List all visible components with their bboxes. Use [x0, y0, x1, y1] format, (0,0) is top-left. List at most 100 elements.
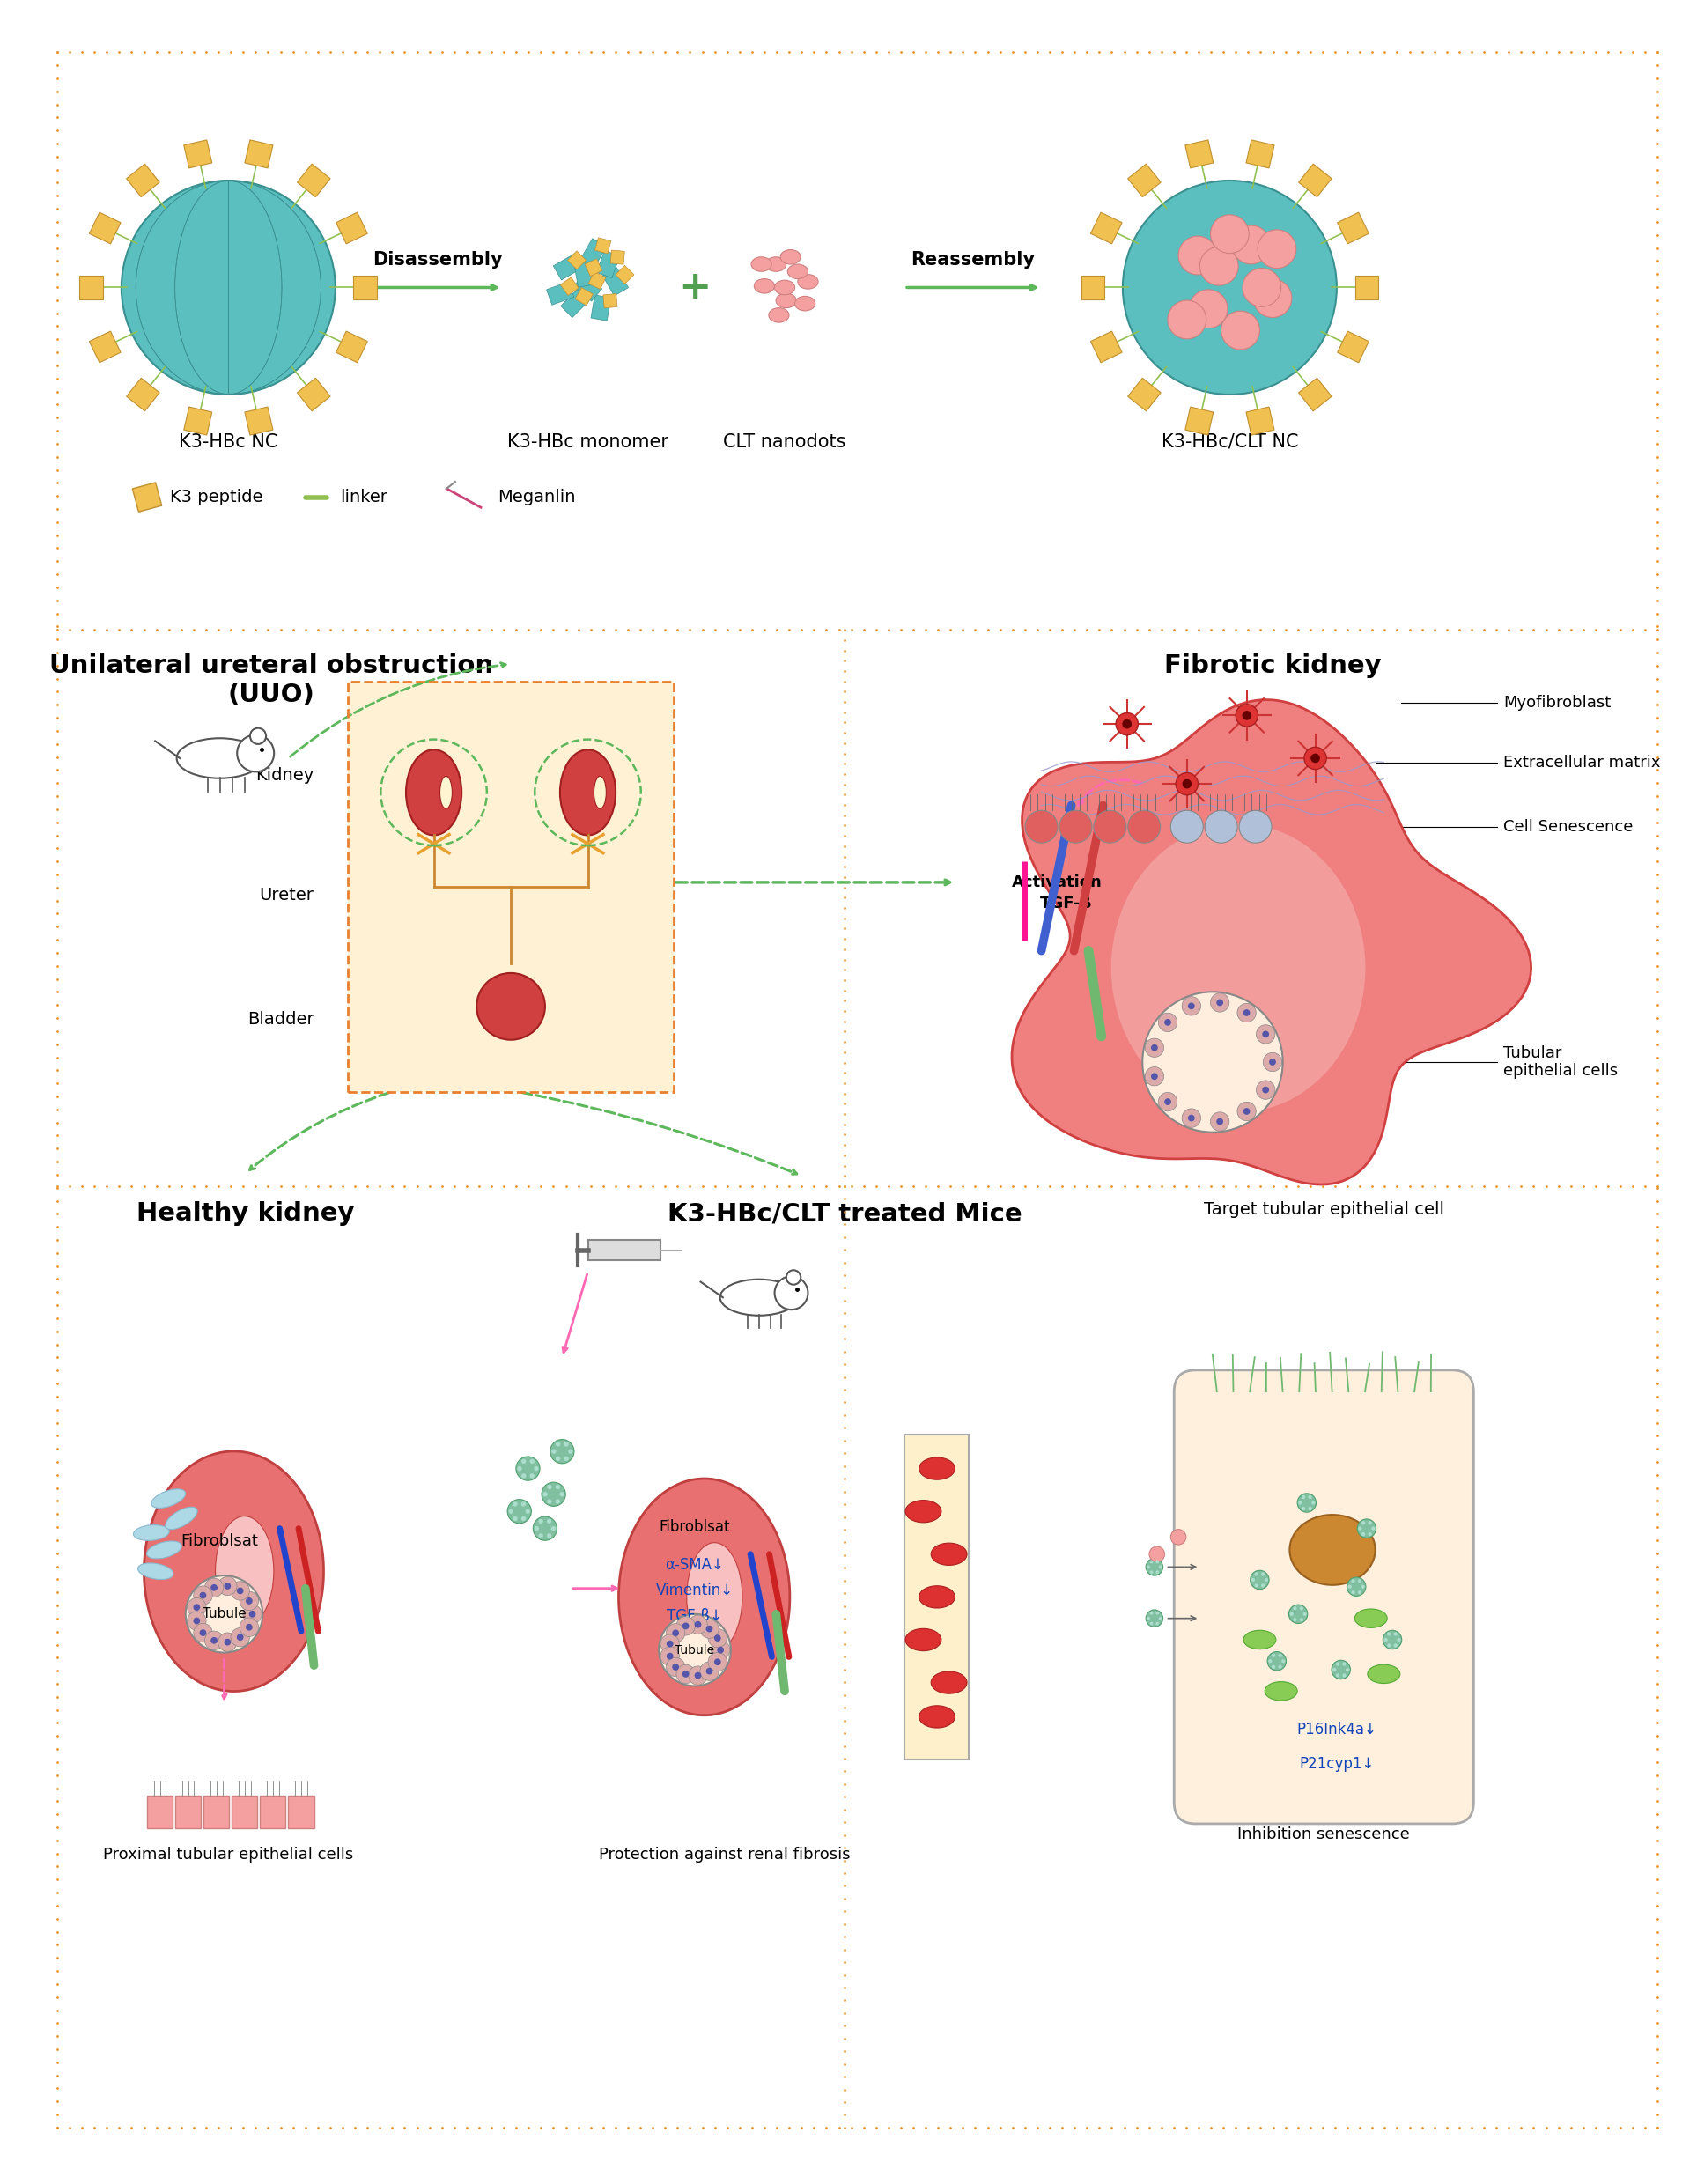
- Text: Activation: Activation: [1011, 874, 1101, 891]
- Bar: [288, 1795, 314, 1828]
- Circle shape: [1149, 1546, 1164, 1562]
- Ellipse shape: [1112, 823, 1366, 1112]
- Circle shape: [239, 1618, 258, 1636]
- Circle shape: [1302, 1507, 1305, 1511]
- Circle shape: [1261, 1572, 1264, 1577]
- Circle shape: [193, 1623, 212, 1642]
- Polygon shape: [560, 290, 589, 317]
- Circle shape: [1145, 1068, 1164, 1085]
- Circle shape: [538, 1533, 543, 1538]
- Circle shape: [1149, 1623, 1154, 1625]
- Ellipse shape: [753, 280, 774, 293]
- Circle shape: [1156, 1623, 1159, 1625]
- Polygon shape: [90, 332, 120, 363]
- Ellipse shape: [687, 1542, 742, 1651]
- Circle shape: [1293, 1618, 1297, 1623]
- Polygon shape: [127, 164, 160, 197]
- Circle shape: [1149, 1559, 1154, 1564]
- Circle shape: [1297, 1494, 1317, 1511]
- Circle shape: [1168, 301, 1207, 339]
- Circle shape: [672, 1629, 679, 1636]
- Text: Healthy kidney: Healthy kidney: [136, 1201, 355, 1225]
- Ellipse shape: [920, 1706, 955, 1728]
- Circle shape: [1371, 1527, 1375, 1531]
- Circle shape: [658, 1614, 731, 1686]
- Ellipse shape: [752, 258, 772, 271]
- Circle shape: [249, 1610, 256, 1618]
- Circle shape: [1171, 1529, 1186, 1544]
- Ellipse shape: [1264, 1682, 1297, 1701]
- Circle shape: [1310, 753, 1320, 762]
- Text: Unilateral ureteral obstruction
(UUO): Unilateral ureteral obstruction (UUO): [49, 653, 494, 708]
- Circle shape: [718, 1647, 725, 1653]
- Circle shape: [1183, 780, 1191, 788]
- Circle shape: [1242, 710, 1252, 721]
- Circle shape: [667, 1658, 686, 1677]
- Circle shape: [1151, 1044, 1157, 1051]
- Circle shape: [1232, 225, 1271, 264]
- Circle shape: [205, 1631, 224, 1649]
- Circle shape: [1278, 1653, 1281, 1658]
- Polygon shape: [183, 406, 212, 435]
- Circle shape: [193, 1603, 200, 1612]
- Ellipse shape: [440, 775, 451, 808]
- Circle shape: [526, 1509, 529, 1514]
- Ellipse shape: [1354, 1610, 1386, 1627]
- Circle shape: [1244, 1107, 1251, 1114]
- Polygon shape: [1091, 332, 1122, 363]
- Circle shape: [1261, 1583, 1264, 1588]
- Circle shape: [563, 1441, 568, 1446]
- Circle shape: [1210, 994, 1229, 1011]
- Circle shape: [1342, 1662, 1346, 1666]
- Polygon shape: [585, 258, 602, 275]
- Text: Tubule: Tubule: [675, 1645, 714, 1655]
- Text: TGF-β: TGF-β: [1040, 895, 1091, 911]
- Circle shape: [529, 1459, 535, 1463]
- Text: Reassembly: Reassembly: [911, 251, 1035, 269]
- Circle shape: [1156, 1612, 1159, 1614]
- Polygon shape: [1011, 699, 1531, 1184]
- Circle shape: [535, 1465, 538, 1472]
- Circle shape: [1181, 996, 1201, 1016]
- Circle shape: [533, 1516, 557, 1540]
- Polygon shape: [591, 295, 611, 321]
- Circle shape: [1145, 1037, 1164, 1057]
- Polygon shape: [619, 1479, 789, 1714]
- Circle shape: [555, 1485, 560, 1489]
- Circle shape: [563, 1457, 568, 1461]
- Circle shape: [238, 734, 273, 771]
- Polygon shape: [1185, 406, 1213, 435]
- Circle shape: [708, 1629, 726, 1647]
- Circle shape: [667, 1640, 674, 1647]
- Text: Bladder: Bladder: [248, 1011, 314, 1029]
- Ellipse shape: [769, 308, 789, 323]
- Circle shape: [1123, 181, 1337, 395]
- Ellipse shape: [406, 749, 462, 834]
- Circle shape: [187, 1612, 205, 1629]
- Ellipse shape: [151, 1489, 185, 1507]
- Polygon shape: [553, 253, 582, 280]
- Circle shape: [1308, 1507, 1312, 1511]
- Circle shape: [122, 181, 336, 395]
- Circle shape: [1263, 1085, 1269, 1094]
- Text: P16Ink4a↓: P16Ink4a↓: [1297, 1721, 1376, 1738]
- Circle shape: [560, 1492, 565, 1496]
- Ellipse shape: [216, 1516, 273, 1627]
- Ellipse shape: [720, 1280, 798, 1315]
- Circle shape: [1217, 998, 1224, 1007]
- Circle shape: [1358, 1520, 1376, 1538]
- Circle shape: [1093, 810, 1127, 843]
- Bar: [175, 1795, 200, 1828]
- Circle shape: [682, 1623, 689, 1629]
- Circle shape: [694, 1673, 701, 1679]
- Circle shape: [1251, 1579, 1256, 1581]
- Ellipse shape: [932, 1544, 967, 1566]
- Text: P21cyp1↓: P21cyp1↓: [1300, 1756, 1375, 1771]
- Circle shape: [1263, 1053, 1281, 1072]
- Polygon shape: [297, 164, 331, 197]
- Circle shape: [1222, 310, 1259, 349]
- Circle shape: [1244, 1009, 1251, 1016]
- Circle shape: [1368, 1520, 1371, 1524]
- Text: Myofibroblast: Myofibroblast: [1504, 695, 1610, 710]
- Circle shape: [677, 1664, 696, 1684]
